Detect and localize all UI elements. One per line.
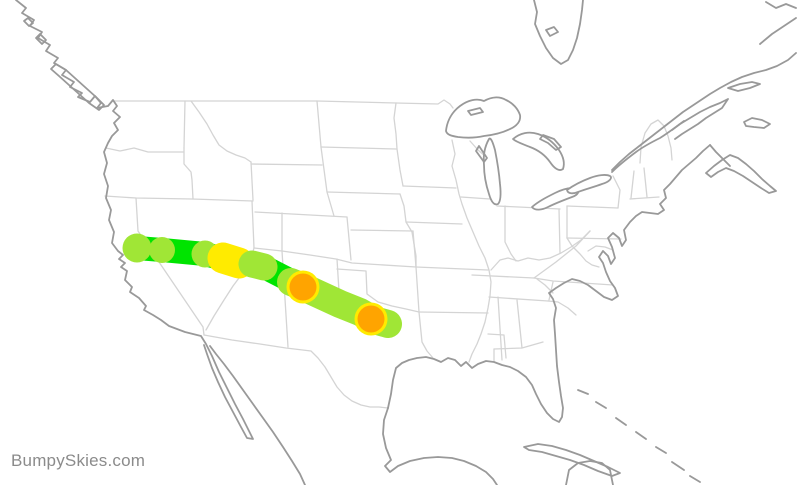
st-lawrence-north-shore [611, 52, 797, 171]
labrador-coast [759, 1, 797, 45]
lake-huron [512, 131, 565, 171]
nova-scotia [705, 154, 777, 194]
bahamas-islands [577, 389, 701, 483]
great-lakes [445, 96, 685, 211]
state-borders [104, 99, 673, 409]
gulf-atlantic-coast [387, 144, 711, 423]
gaspe-peninsula [671, 98, 729, 140]
route-waypoint-light [122, 233, 152, 263]
st-lawrence-river [611, 120, 685, 173]
anticosti-island [727, 81, 761, 92]
lake-superior [445, 96, 522, 139]
green-bay [475, 145, 488, 163]
coastline [15, 0, 797, 485]
pacific-coast [15, 0, 254, 440]
mexico-west-coast [209, 345, 306, 485]
route-waypoint-moderate [289, 273, 317, 301]
flight-path [122, 233, 402, 338]
isle-royale [467, 107, 484, 116]
route-waypoint-light [149, 237, 175, 263]
route-segment [238, 250, 278, 281]
prince-edward-island [743, 117, 771, 129]
mexico-gulf-coast [382, 407, 498, 485]
route-waypoint-moderate [357, 305, 385, 333]
nw-islands [23, 17, 47, 45]
route-segment [207, 242, 255, 279]
site-watermark: BumpySkies.com [11, 451, 146, 470]
lake-ontario [566, 174, 612, 195]
vancouver-island [50, 63, 105, 111]
cuba [523, 443, 621, 477]
bay-of-fundy [709, 144, 731, 167]
james-bay [533, 0, 584, 65]
georgian-bay [539, 134, 562, 151]
lake-michigan [482, 137, 502, 206]
yucatan [565, 460, 614, 485]
